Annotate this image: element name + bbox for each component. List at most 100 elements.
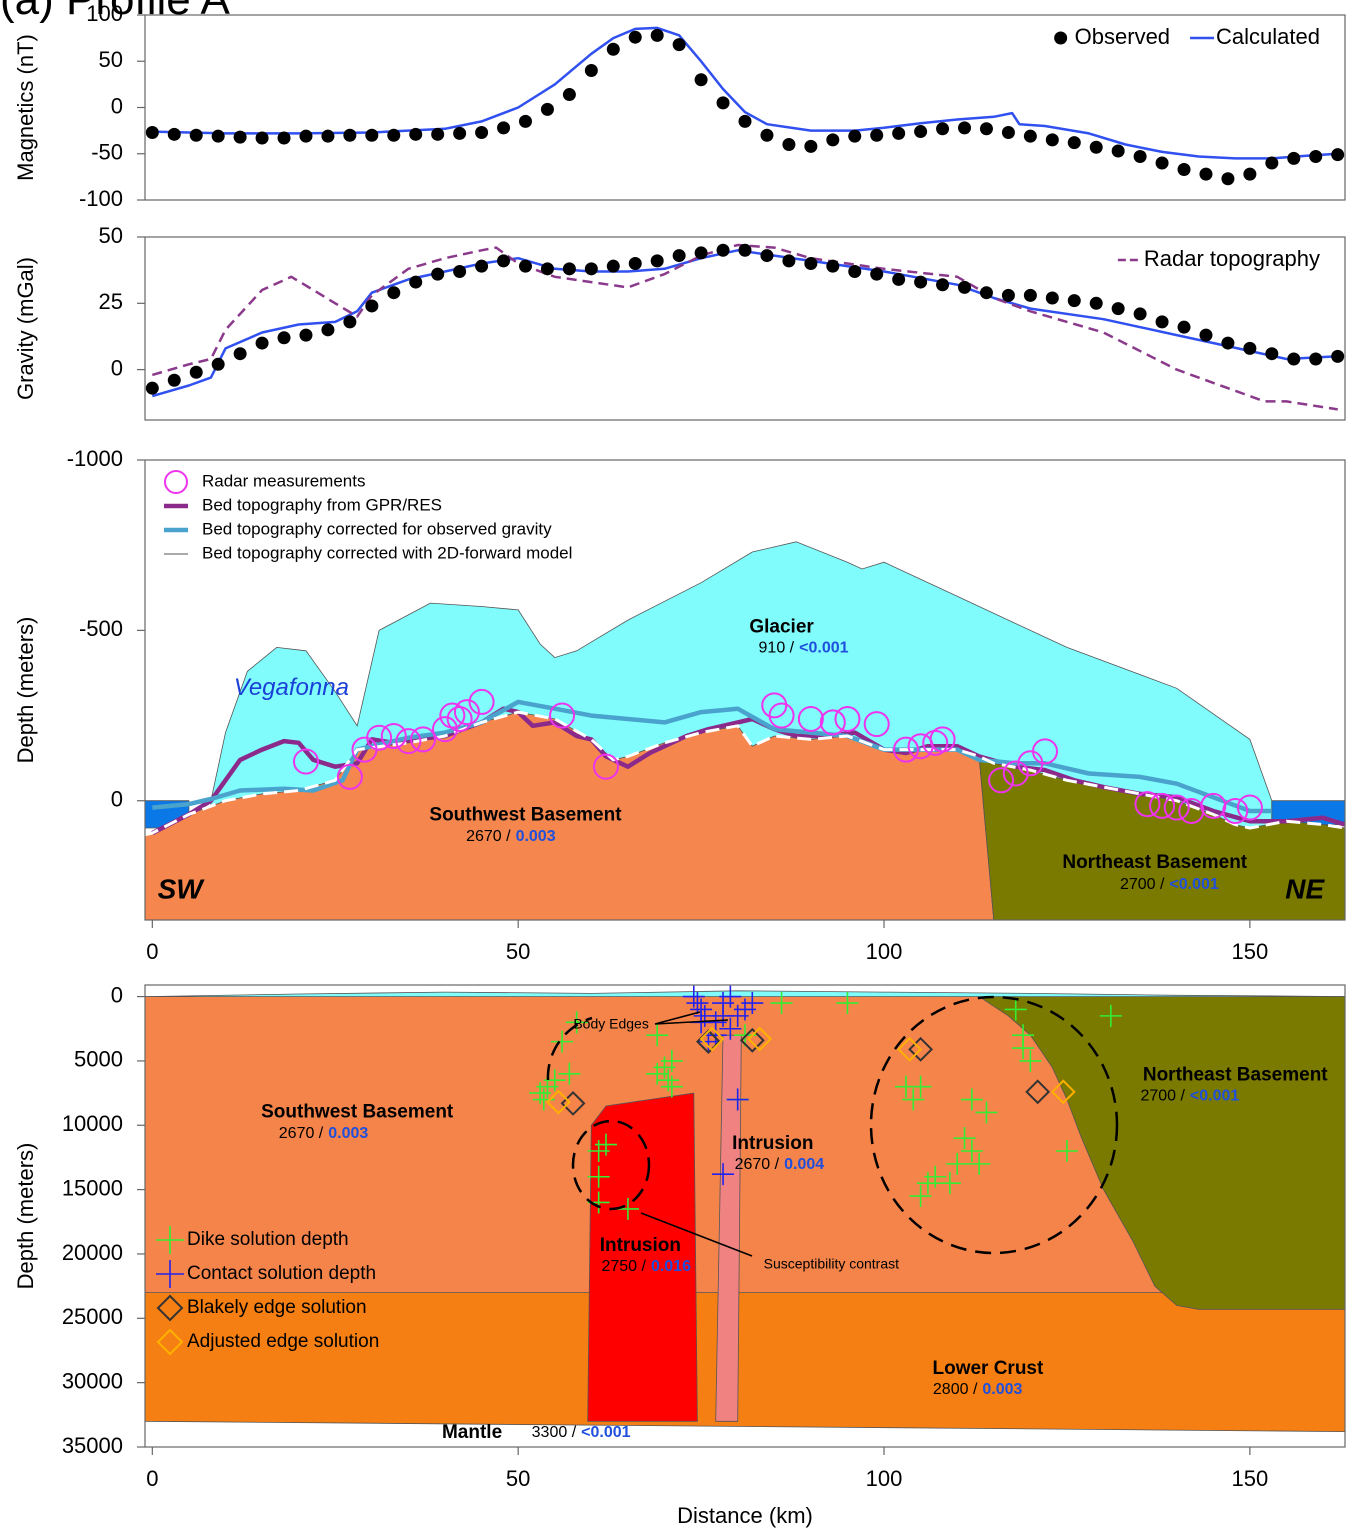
data-point bbox=[747, 1026, 773, 1052]
data-point bbox=[902, 1088, 925, 1111]
dashed-ring bbox=[869, 995, 1119, 1255]
data-point bbox=[975, 1101, 998, 1124]
data-point bbox=[1032, 738, 1058, 765]
data-point bbox=[672, 38, 686, 52]
legend-label: Dike solution depth bbox=[187, 1229, 349, 1250]
data-point bbox=[738, 243, 752, 257]
data-point bbox=[1025, 1079, 1051, 1105]
annotation-contrast: <0.001 bbox=[1190, 1088, 1239, 1105]
x-tick-label: 100 bbox=[866, 939, 903, 964]
data-point bbox=[1155, 315, 1169, 329]
data-point bbox=[1111, 302, 1125, 316]
data-point bbox=[277, 131, 291, 145]
x-tick-label: 50 bbox=[506, 939, 530, 964]
data-point bbox=[1265, 347, 1279, 361]
data-point bbox=[892, 272, 906, 286]
data-point bbox=[453, 126, 467, 140]
data-point bbox=[929, 726, 956, 753]
data-point bbox=[1055, 1140, 1078, 1163]
data-point bbox=[686, 992, 709, 1015]
annotation-contrast: <0.001 bbox=[1169, 876, 1218, 893]
data-point bbox=[909, 1075, 932, 1098]
legend-marker bbox=[156, 1260, 184, 1288]
annotation: 2700 /<0.001 bbox=[1120, 876, 1219, 893]
y-tick-label: 5000 bbox=[74, 1047, 123, 1072]
data-point bbox=[1243, 341, 1257, 355]
plot-area bbox=[145, 243, 1345, 411]
annotation-value: 910 / bbox=[759, 640, 795, 657]
data-point bbox=[145, 125, 159, 139]
data-point bbox=[211, 357, 225, 371]
data-point bbox=[1287, 151, 1301, 165]
y-tick-label: 50 bbox=[99, 47, 123, 72]
legend-label: Bed topography from GPR/RES bbox=[202, 495, 442, 514]
data-point bbox=[770, 992, 793, 1015]
body bbox=[587, 1092, 698, 1422]
data-point bbox=[1111, 144, 1125, 158]
data-point bbox=[211, 129, 225, 143]
data-point bbox=[1177, 162, 1191, 176]
data-point bbox=[960, 1088, 983, 1111]
data-point bbox=[741, 992, 764, 1015]
data-point bbox=[719, 1017, 742, 1040]
data-point bbox=[914, 275, 928, 289]
data-point bbox=[551, 1030, 574, 1053]
annotation: Southwest Basement bbox=[429, 805, 622, 826]
data-point bbox=[863, 711, 890, 738]
data-point bbox=[549, 702, 576, 729]
data-point bbox=[365, 128, 379, 142]
data-point bbox=[660, 1075, 683, 1098]
annotation: Susceptibility contrast bbox=[764, 1256, 900, 1272]
data-point bbox=[1019, 1049, 1042, 1072]
data-point bbox=[409, 275, 423, 289]
y-axis-label: Depth (meters) bbox=[13, 617, 38, 764]
y-tick-label: 30000 bbox=[62, 1368, 123, 1393]
y-tick-label: 0 bbox=[111, 787, 123, 812]
data-point bbox=[431, 267, 445, 281]
data-point bbox=[336, 763, 363, 790]
data-point bbox=[366, 724, 393, 751]
data-point bbox=[299, 328, 313, 342]
data-point bbox=[167, 127, 181, 141]
x-tick-label: 50 bbox=[506, 1466, 530, 1491]
plot-area bbox=[145, 26, 1345, 186]
data-point bbox=[834, 705, 861, 732]
x-tick-label: 0 bbox=[146, 1466, 158, 1491]
data-point bbox=[897, 1036, 923, 1062]
y-axis-label: Gravity (mGal) bbox=[13, 257, 38, 400]
data-point bbox=[321, 323, 335, 337]
data-point bbox=[938, 1172, 961, 1195]
annotation: 2700 / <0.001 bbox=[1140, 1088, 1239, 1105]
data-point bbox=[936, 122, 950, 136]
annotation-value: 2750 / bbox=[601, 1258, 646, 1275]
annotation: NE bbox=[1285, 873, 1325, 904]
plot-frame bbox=[144, 459, 1346, 921]
data-point bbox=[739, 1027, 765, 1053]
data-point bbox=[540, 262, 554, 276]
legend-label: Observed bbox=[1075, 24, 1170, 49]
annotation-value: 2700 / bbox=[1140, 1088, 1185, 1105]
data-point bbox=[380, 723, 407, 749]
data-point bbox=[650, 254, 664, 268]
data-point bbox=[988, 767, 1015, 794]
callout-line bbox=[640, 1212, 753, 1257]
x-axis-label: Distance (km) bbox=[677, 1503, 813, 1528]
legend-label: Radar topography bbox=[1144, 246, 1320, 271]
annotation: Glacier bbox=[749, 616, 814, 637]
data-point bbox=[760, 249, 774, 263]
annotation: 2670 /0.004 bbox=[735, 1156, 825, 1173]
data-point bbox=[518, 114, 532, 128]
data-point bbox=[826, 133, 840, 147]
data-point bbox=[924, 1165, 947, 1188]
data-point bbox=[1004, 998, 1027, 1021]
legend-label: Blakely edge solution bbox=[187, 1297, 367, 1318]
data-point bbox=[892, 736, 919, 763]
data-point bbox=[726, 1088, 749, 1111]
data-point bbox=[914, 125, 928, 139]
legend-marker bbox=[156, 1294, 184, 1322]
data-point bbox=[546, 1089, 571, 1115]
legend-label: Adjusted edge solution bbox=[187, 1331, 379, 1352]
data-point bbox=[1002, 760, 1029, 787]
